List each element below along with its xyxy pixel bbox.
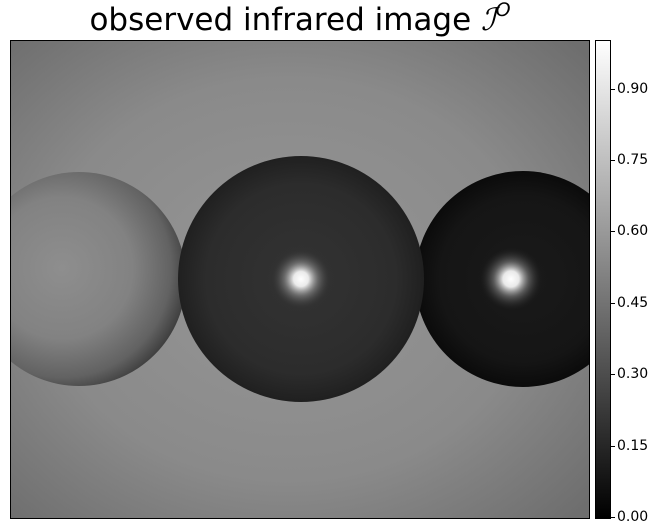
colorbar-tick-label: 0.90 [617, 81, 649, 97]
colorbar-tick-label: 0.30 [617, 366, 649, 382]
colorbar-tick [610, 517, 615, 518]
colorbar-tick [610, 89, 615, 90]
left-sphere [11, 172, 186, 386]
colorbar-tick-label: 0.75 [617, 152, 649, 168]
colorbar-tick-label: 0.00 [617, 509, 649, 525]
colorbar-tick-label: 0.15 [617, 438, 649, 454]
right-hotspot [479, 247, 543, 311]
title-superscript: O [495, 0, 511, 21]
colorbar [595, 40, 611, 519]
title-text: observed infrared image [89, 2, 472, 38]
infrared-image-canvas [11, 41, 589, 518]
infrared-image [10, 40, 590, 519]
colorbar-tick [610, 160, 615, 161]
colorbar-tick [610, 446, 615, 447]
colorbar-tick [610, 374, 615, 375]
colorbar-tick-label: 0.45 [617, 295, 649, 311]
colorbar-tick [610, 231, 615, 232]
title-symbol: ℐ [481, 2, 496, 38]
figure-title: observed infrared image ℐO [0, 0, 600, 40]
colorbar-tick [610, 303, 615, 304]
colorbar-tick-label: 0.60 [617, 223, 649, 239]
middle-hotspot [271, 249, 331, 309]
